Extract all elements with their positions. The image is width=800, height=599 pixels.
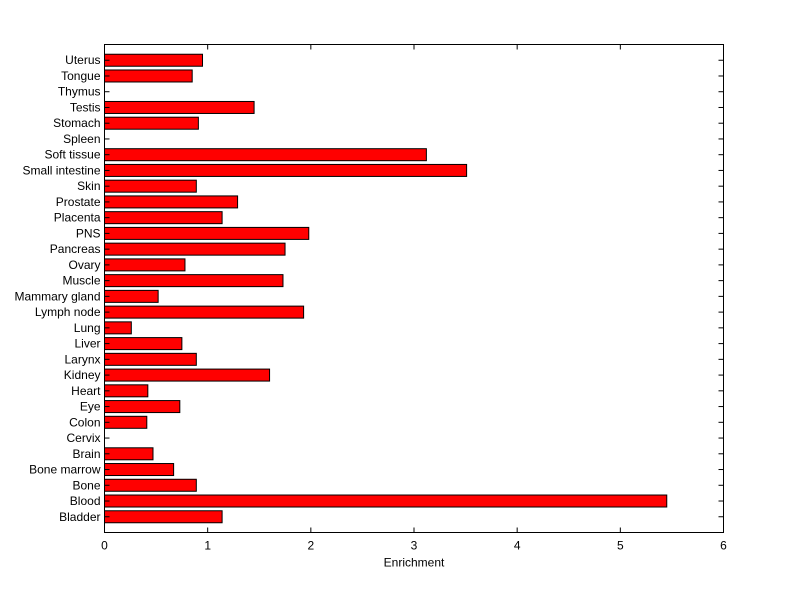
y-tick-label: Mammary gland <box>14 289 100 303</box>
bar-liver <box>104 337 183 351</box>
bar-placenta <box>104 211 223 225</box>
y-tick-label: Uterus <box>65 53 100 67</box>
bar-uterus <box>104 53 204 67</box>
bar-brain <box>104 447 154 461</box>
bar-ovary <box>104 258 186 272</box>
bar-skin <box>104 179 197 193</box>
y-tick-label: Eye <box>80 400 101 414</box>
bar-kidney <box>104 368 271 382</box>
y-tick-label: Lung <box>74 321 101 335</box>
bar-stomach <box>104 116 199 130</box>
y-tick-label: Pancreas <box>50 242 101 256</box>
y-tick-label: Larynx <box>64 352 100 366</box>
y-tick-label: PNS <box>76 226 101 240</box>
bar-tongue <box>104 69 193 83</box>
y-tick-label: Small intestine <box>22 163 100 177</box>
x-tick-label: 4 <box>514 539 521 553</box>
bars-group <box>104 53 668 524</box>
y-tick-label: Testis <box>70 100 101 114</box>
y-tick-label: Brain <box>72 447 100 461</box>
y-tick-label: Prostate <box>56 195 101 209</box>
y-tick-label: Soft tissue <box>44 148 100 162</box>
x-tick-label: 5 <box>617 539 624 553</box>
x-tick-label: 1 <box>204 539 211 553</box>
bar-bone <box>104 478 197 492</box>
y-tick-label: Spleen <box>63 132 100 146</box>
bar-heart <box>104 384 149 398</box>
y-tick-label: Colon <box>69 415 100 429</box>
bar-pns <box>104 226 310 240</box>
bar-bladder <box>104 510 223 524</box>
bar-muscle <box>104 274 284 288</box>
bar-larynx <box>104 352 197 366</box>
y-tick-label: Bone marrow <box>29 463 101 477</box>
x-tick-label: 3 <box>411 539 418 553</box>
y-tick-label: Cervix <box>66 431 100 445</box>
x-axis-label: Enrichment <box>384 556 445 570</box>
x-axis: 0 1 2 3 4 5 6 <box>101 44 727 553</box>
bar-soft-tissue <box>104 148 427 162</box>
y-tick-label: Liver <box>74 337 100 351</box>
x-tick-label: 6 <box>720 539 727 553</box>
bar-colon <box>104 415 148 429</box>
y-tick-label: Stomach <box>53 116 100 130</box>
y-tick-label: Bladder <box>59 510 100 524</box>
y-tick-label: Ovary <box>68 258 100 272</box>
bar-lymph-node <box>104 305 305 319</box>
y-tick-label: Placenta <box>54 211 101 225</box>
x-tick-label: 0 <box>101 539 108 553</box>
bar-mammary-gland <box>104 289 159 303</box>
y-tick-label: Blood <box>70 494 101 508</box>
y-tick-label: Heart <box>71 384 101 398</box>
x-tick-label: 2 <box>307 539 314 553</box>
y-tick-label: Thymus <box>58 85 101 99</box>
bar-blood <box>104 494 668 508</box>
y-tick-label: Skin <box>77 179 100 193</box>
bar-testis <box>104 100 255 114</box>
y-tick-label: Tongue <box>61 69 101 83</box>
bar-eye <box>104 400 181 414</box>
bar-prostate <box>104 195 239 209</box>
y-tick-label: Bone <box>72 478 100 492</box>
bar-pancreas <box>104 242 286 256</box>
bar-bone-marrow <box>104 463 175 477</box>
bar-small-intestine <box>104 163 468 177</box>
y-tick-label: Muscle <box>62 274 100 288</box>
y-tick-label: Lymph node <box>35 305 101 319</box>
y-tick-label: Kidney <box>64 368 101 382</box>
